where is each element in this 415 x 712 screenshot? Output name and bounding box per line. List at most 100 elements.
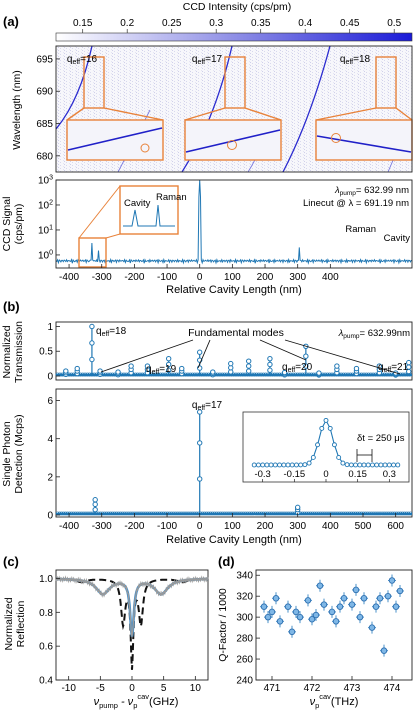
inset-point bbox=[331, 442, 337, 448]
detection-point bbox=[197, 476, 203, 482]
transmission-baseline-point bbox=[202, 372, 206, 377]
detection-ylabel: Single Photon bbox=[1, 421, 13, 487]
det-mode-q17: qeff=17 bbox=[192, 400, 223, 412]
detection-baseline-point bbox=[271, 511, 275, 516]
transmission-baseline-point bbox=[153, 372, 158, 377]
transmission-point bbox=[281, 369, 288, 376]
qfactor-point bbox=[368, 624, 376, 631]
detection-baseline-point bbox=[245, 511, 250, 516]
transmission-baseline-point bbox=[327, 372, 332, 377]
inset-point bbox=[323, 417, 329, 423]
detection-point bbox=[92, 497, 98, 503]
detection-baseline-point bbox=[306, 511, 311, 516]
detection-baseline-point bbox=[392, 511, 397, 516]
trans-mode-q21: qeff=21 bbox=[378, 362, 409, 374]
detection-baseline-point bbox=[114, 511, 119, 516]
qfactor-frame bbox=[255, 569, 413, 681]
detection-baseline-point bbox=[200, 511, 205, 516]
map-ytick-label: 685 bbox=[36, 119, 53, 130]
trans-mode-q20: qeff=20 bbox=[282, 362, 313, 374]
transmission-ytick-label: 0 bbox=[47, 372, 53, 383]
qfactor-point bbox=[272, 595, 280, 602]
detection-baseline-point bbox=[234, 511, 238, 516]
qfactor-ytick-label: 320 bbox=[236, 592, 253, 603]
detection-baseline-point bbox=[61, 511, 66, 516]
dt-marker bbox=[356, 449, 373, 462]
inset-dt-label: δt = 250 μs bbox=[357, 433, 405, 444]
detection-baseline-point bbox=[281, 511, 285, 516]
qfactor-xtick-label: 472 bbox=[304, 683, 321, 694]
transmission-baseline-point bbox=[343, 372, 348, 377]
detection-baseline-point bbox=[379, 511, 383, 516]
transmission-baseline-point bbox=[83, 372, 88, 377]
transmission-point bbox=[179, 365, 185, 372]
inset-label-raman: Raman bbox=[156, 192, 187, 203]
spectrum-xtick-label: 300 bbox=[289, 272, 306, 283]
detection-baseline-point bbox=[367, 511, 372, 516]
transmission-baseline-point bbox=[346, 372, 350, 377]
qfactor-point bbox=[384, 592, 392, 600]
detection-xtick-label: -300 bbox=[92, 521, 112, 532]
qfactor-point bbox=[288, 628, 296, 636]
transmission-baseline-point bbox=[295, 372, 300, 377]
detection-baseline-point bbox=[118, 511, 123, 516]
inset-label-cavity: Cavity bbox=[124, 198, 151, 209]
transmission-baseline-point bbox=[348, 372, 353, 377]
transmission-baseline-point bbox=[218, 372, 222, 377]
inset-point bbox=[306, 460, 312, 466]
qfactor-point bbox=[388, 577, 396, 584]
transmission-baseline-point bbox=[311, 372, 316, 377]
zoom-box-q16-inset bbox=[66, 119, 164, 161]
detection-baseline-point bbox=[169, 511, 174, 516]
reflection-ytick-label: 1.0 bbox=[39, 574, 53, 585]
spectrum-xtick-label: 0 bbox=[197, 272, 203, 283]
detection-xtick-label: 600 bbox=[387, 521, 404, 532]
transmission-baseline-point bbox=[105, 372, 110, 377]
panel-b: (b) Fundamental modes λpump= 632.99nm qe… bbox=[1, 299, 413, 546]
detection-baseline-point bbox=[222, 511, 227, 516]
detection-baseline-point bbox=[91, 511, 95, 516]
qfactor-point bbox=[308, 615, 316, 623]
transmission-point bbox=[353, 365, 360, 372]
transmission-baseline-point bbox=[384, 372, 389, 377]
transmission-baseline-point bbox=[133, 372, 138, 377]
zoom-box-q16-small bbox=[83, 56, 105, 109]
detection-ytick-label: 4 bbox=[47, 434, 53, 445]
detection-baseline-point bbox=[314, 511, 319, 516]
transmission-baseline-point bbox=[339, 372, 344, 377]
spectrum-ylabel2: (cps/pm) bbox=[13, 204, 25, 245]
transmission-ylabel: Normalized bbox=[1, 325, 13, 378]
detection-baseline-point bbox=[108, 511, 113, 516]
transmission-point bbox=[197, 349, 203, 355]
transmission-point bbox=[128, 363, 134, 369]
transmission-baseline-point bbox=[140, 372, 145, 377]
detection-baseline-point bbox=[349, 511, 354, 516]
detection-baseline-point bbox=[171, 511, 176, 516]
transmission-baseline-point bbox=[270, 372, 275, 377]
detection-baseline-point bbox=[302, 511, 307, 516]
detection-baseline-point bbox=[100, 511, 105, 516]
transmission-baseline-point bbox=[121, 372, 126, 377]
transmission-baseline-point bbox=[298, 372, 302, 377]
detection-baseline-point bbox=[187, 511, 191, 516]
detection-baseline-point bbox=[269, 511, 274, 516]
qfactor-point bbox=[292, 608, 300, 616]
transmission-baseline-point bbox=[368, 372, 373, 377]
qfactor-xtick-label: 474 bbox=[384, 683, 401, 694]
transmission-baseline-point bbox=[163, 372, 168, 377]
inset-xtick-label: 0 bbox=[323, 469, 328, 480]
detection-xtick-label: 500 bbox=[355, 521, 372, 532]
qfactor-point bbox=[260, 603, 268, 610]
detection-baseline-point bbox=[208, 511, 213, 516]
detection-baseline-point bbox=[338, 511, 342, 516]
transmission-point bbox=[144, 363, 151, 369]
qfactor-ytick-label: 260 bbox=[236, 655, 253, 666]
transmission-baseline-point bbox=[254, 372, 259, 377]
transmission-baseline-point bbox=[195, 372, 200, 377]
detection-baseline-point bbox=[173, 511, 178, 516]
detection-baseline-point bbox=[398, 511, 403, 516]
detection-baseline-point bbox=[316, 511, 321, 516]
detection-baseline-point bbox=[120, 511, 125, 516]
detection-baseline-point bbox=[126, 511, 130, 516]
detection-baseline-point bbox=[87, 511, 91, 516]
